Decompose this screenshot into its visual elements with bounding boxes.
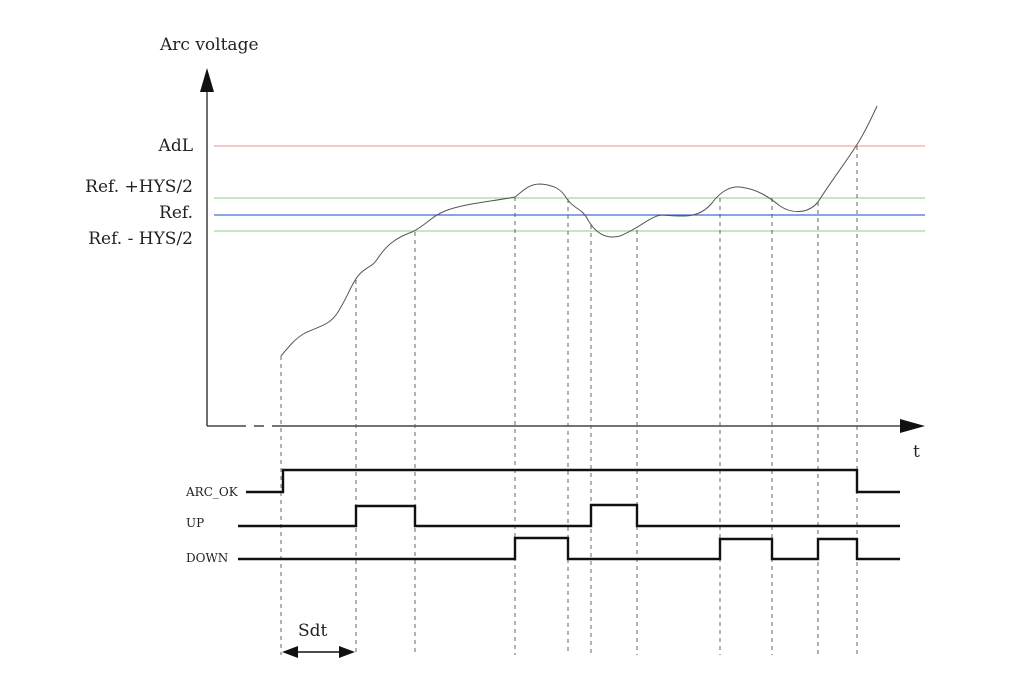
down-signal (238, 536, 900, 561)
arc-voltage-curve (280, 105, 878, 357)
ref-plus-hys-label: Ref. +HYS/2 (85, 177, 193, 197)
y-axis-label: Arc voltage (159, 35, 259, 55)
sdt-arrow-right-head (339, 646, 355, 658)
up-label: UP (186, 516, 204, 530)
y-axis-arrow (200, 68, 214, 92)
x-axis-label: t (913, 442, 920, 462)
sdt-label: Sdt (298, 621, 328, 641)
ref-minus-hys-label: Ref. - HYS/2 (88, 229, 193, 249)
arc-ok-label: ARC_OK (185, 485, 239, 499)
up-signal (238, 503, 900, 528)
down-label: DOWN (186, 551, 228, 565)
ref-label: Ref. (159, 203, 193, 223)
sdt-arrow-left-head (282, 646, 298, 658)
x-axis-arrow (900, 419, 925, 433)
arc-ok-signal (246, 468, 900, 494)
adl-label: AdL (158, 136, 193, 156)
